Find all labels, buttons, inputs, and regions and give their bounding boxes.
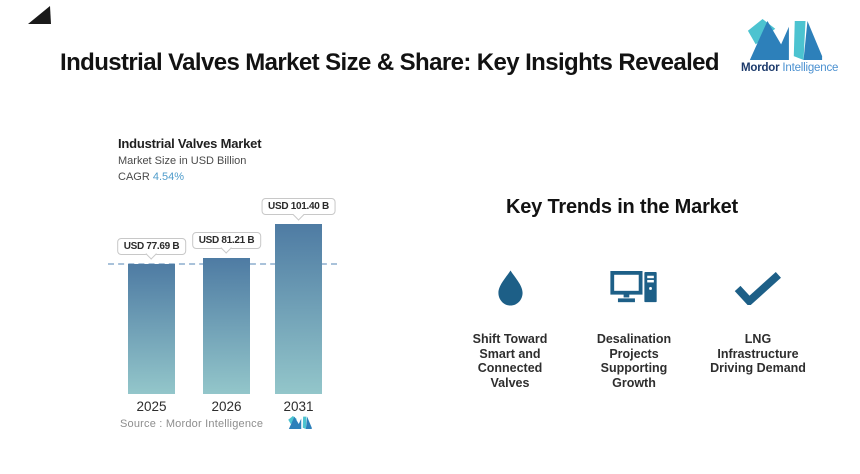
bar-2031 (275, 224, 322, 394)
mordor-intelligence-mini-logo-icon (288, 416, 312, 429)
brand-wordmark-secondary: Intelligence (782, 62, 839, 74)
x-axis-label: 2025 (136, 399, 167, 414)
mordor-intelligence-logo-icon (747, 19, 823, 60)
brand-logo: Mordor Intelligence (741, 19, 851, 74)
trend-icon-box (733, 266, 783, 310)
cagr-label: CAGR (118, 171, 150, 183)
bar-2026 (203, 257, 250, 394)
trend-item-lng: LNG Infrastructure Driving Demand (696, 266, 820, 390)
bar-value-label: USD 101.40 B (261, 198, 336, 215)
bar-value-label: USD 81.21 B (191, 231, 262, 249)
bar-value-label: USD 77.69 B (116, 237, 187, 255)
checkmark-icon (734, 271, 781, 305)
desktop-computer-icon (610, 271, 657, 303)
corner-accent-triangle (28, 6, 51, 24)
x-axis-label: 2031 (283, 399, 314, 414)
trend-label: LNG Infrastructure Driving Demand (710, 332, 806, 375)
brand-wordmark: Mordor Intelligence (741, 62, 851, 74)
x-axis-label: 2026 (211, 399, 242, 414)
chart-header: Industrial Valves Market Market Size in … (118, 136, 262, 183)
trend-icon-box (496, 266, 525, 310)
chart-subtitle: Market Size in USD Billion (118, 155, 247, 167)
chart-cagr: CAGR 4.54% (118, 171, 261, 183)
water-drop-icon (497, 270, 523, 306)
page-title: Industrial Valves Market Size & Share: K… (60, 49, 720, 76)
bar-chart-plot: USD 77.69 B 2025 USD 81.21 B 2026 USD 101.40… (108, 198, 368, 414)
brand-wordmark-primary: Mordor (741, 62, 780, 74)
trends-heading: Key Trends in the Market (506, 196, 738, 218)
trend-label: Desalination Projects Supporting Growth (596, 332, 672, 390)
trend-item-smart-valves: Shift Toward Smart and Connected Valves (448, 266, 572, 390)
trend-item-desalination: Desalination Projects Supporting Growth (572, 266, 696, 390)
trends-row: Shift Toward Smart and Connected Valves … (448, 266, 820, 390)
chart-title: Industrial Valves Market (118, 136, 262, 151)
cagr-value: 4.54% (152, 171, 185, 183)
trend-label: Shift Toward Smart and Connected Valves (472, 332, 548, 390)
bar-2025 (128, 263, 175, 394)
chart-source: Source : Mordor Intelligence (120, 418, 264, 430)
trend-icon-box (610, 266, 658, 310)
